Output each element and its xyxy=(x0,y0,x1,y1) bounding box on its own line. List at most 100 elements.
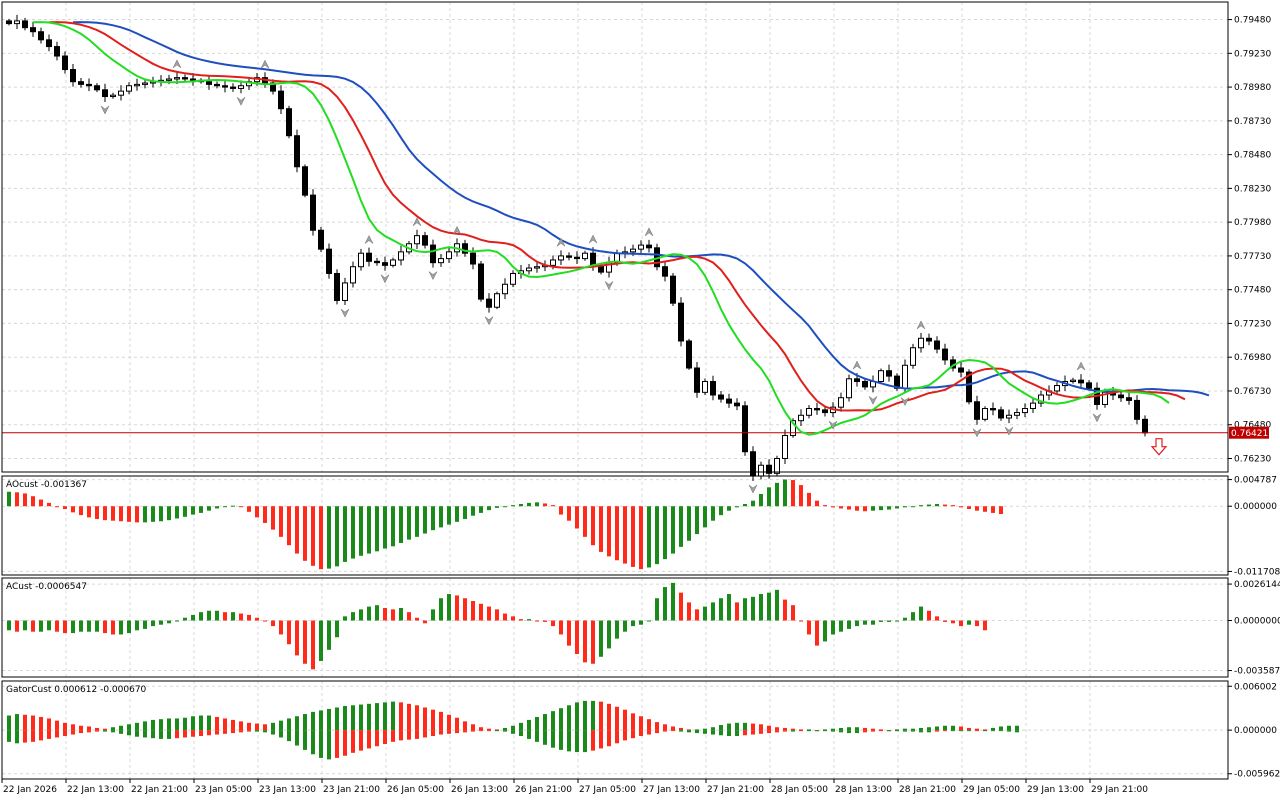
indicator-bar xyxy=(983,620,987,631)
fractal-up-marker xyxy=(588,234,598,244)
bull-candle xyxy=(502,283,508,295)
indicator-bar xyxy=(447,506,451,525)
gator-upper-bar xyxy=(279,720,283,731)
gator-lower-bar xyxy=(663,730,667,732)
bull-candle xyxy=(878,370,884,383)
bull-candle xyxy=(342,282,348,301)
x-tick-label: 29 Jan 05:00 xyxy=(963,785,1020,795)
gator-lower-bar xyxy=(607,730,611,747)
indicator-bar xyxy=(479,603,483,621)
indicator-bar xyxy=(439,598,443,621)
gator-lower-bar xyxy=(327,730,331,760)
indicator-bar xyxy=(959,620,963,627)
indicator-bar xyxy=(639,620,643,625)
gator-lower-bar xyxy=(799,730,803,732)
indicator-bar xyxy=(791,605,795,621)
bull-candle xyxy=(550,259,556,266)
gator-upper-bar xyxy=(367,703,371,731)
indicator-bar xyxy=(199,612,203,621)
indicator-bar xyxy=(167,506,171,521)
bear-candle xyxy=(574,256,580,260)
indicator-bar xyxy=(887,506,891,510)
axis-labels: 0.79480 0.79230 0.78980 0.78730 0.78480 0.782… xyxy=(1,16,1280,795)
bear-candle xyxy=(670,275,676,304)
bear-candle xyxy=(462,243,468,254)
gator-upper-bar xyxy=(79,725,83,731)
bull-candle xyxy=(438,258,444,264)
bear-candle xyxy=(30,27,36,33)
gator-upper-bar xyxy=(167,718,171,731)
gator-upper-bar xyxy=(183,717,187,731)
indicator-bar xyxy=(759,493,763,507)
gator-lower-bar xyxy=(135,730,139,737)
gator-upper-bar xyxy=(327,708,331,731)
gator-lower-bar xyxy=(615,730,619,744)
y-tick-label: 0.77980 xyxy=(1234,218,1271,228)
indicator-bar xyxy=(879,506,883,511)
bear-candle xyxy=(190,78,196,81)
fractal-up-marker xyxy=(644,227,654,237)
gator-upper-bar xyxy=(591,700,595,731)
x-tick-label: 29 Jan 21:00 xyxy=(1091,785,1148,795)
gator-lower-bar xyxy=(119,730,123,734)
gator-upper-bar xyxy=(439,711,443,731)
panel-frame xyxy=(1,475,1229,576)
gator-lower-bar xyxy=(655,730,659,734)
gator-upper-bar xyxy=(239,721,243,731)
gator-lower-bar xyxy=(423,730,427,738)
indicator-bar xyxy=(415,506,419,537)
bear-candle xyxy=(694,367,700,393)
indicator-bar xyxy=(527,502,531,507)
bull-candle xyxy=(1070,379,1076,383)
bear-candle xyxy=(710,381,716,396)
indicator-bar xyxy=(455,506,459,522)
y-tick-label: 0.000000 xyxy=(1234,502,1277,512)
bear-candle xyxy=(318,229,324,250)
bull-candle xyxy=(910,347,916,366)
bear-candle xyxy=(78,81,84,85)
bear-candle xyxy=(718,394,724,400)
indicator-bar xyxy=(583,506,587,537)
x-tick-label: 27 Jan 05:00 xyxy=(579,785,636,795)
indicator-bar xyxy=(335,506,339,567)
y-tick-label: -0.005962 xyxy=(1234,770,1280,780)
gator-upper-bar xyxy=(407,703,411,731)
gator-upper-bar xyxy=(255,723,259,731)
bear-candle xyxy=(182,77,188,80)
gator-upper-bar xyxy=(983,729,987,731)
indicator-bar xyxy=(151,620,155,627)
gator-lower-bar xyxy=(287,730,291,742)
gator-lower-bar xyxy=(551,730,555,748)
indicator-bar xyxy=(919,606,923,621)
gator-upper-bar xyxy=(479,727,483,731)
gator-upper-bar xyxy=(927,727,931,731)
indicator-bar xyxy=(239,506,243,508)
indicator-bar xyxy=(223,612,227,621)
bear-candle xyxy=(470,252,476,265)
panel-title: AOcust -0.001367 xyxy=(6,480,87,490)
bear-candle xyxy=(766,464,772,474)
gator-lower-bar xyxy=(567,730,571,752)
indicator-bar xyxy=(951,620,955,624)
y-tick-label: 0.000000 xyxy=(1234,726,1277,736)
indicator-bar xyxy=(807,620,811,635)
gator-upper-bar xyxy=(71,724,75,731)
gator-lower-bar xyxy=(967,730,971,732)
indicator-bar xyxy=(463,506,467,520)
indicator-bar xyxy=(239,613,243,621)
gator-lower-bar xyxy=(47,730,51,739)
indicator-bar xyxy=(375,506,379,552)
gator-lower-bar xyxy=(751,730,755,735)
indicator-bar xyxy=(735,602,739,621)
gator-lower-bar xyxy=(143,730,147,738)
gator-lower-bar xyxy=(903,730,907,732)
gator-lower-bar xyxy=(383,730,387,745)
bear-candle xyxy=(374,260,380,264)
gator-upper-bar xyxy=(695,729,699,731)
gator-lower-bar xyxy=(951,730,955,732)
gator-lower-bar xyxy=(775,730,779,733)
indicator-bar xyxy=(79,506,83,516)
indicator-bar xyxy=(655,598,659,621)
indicator-bar xyxy=(327,620,331,650)
